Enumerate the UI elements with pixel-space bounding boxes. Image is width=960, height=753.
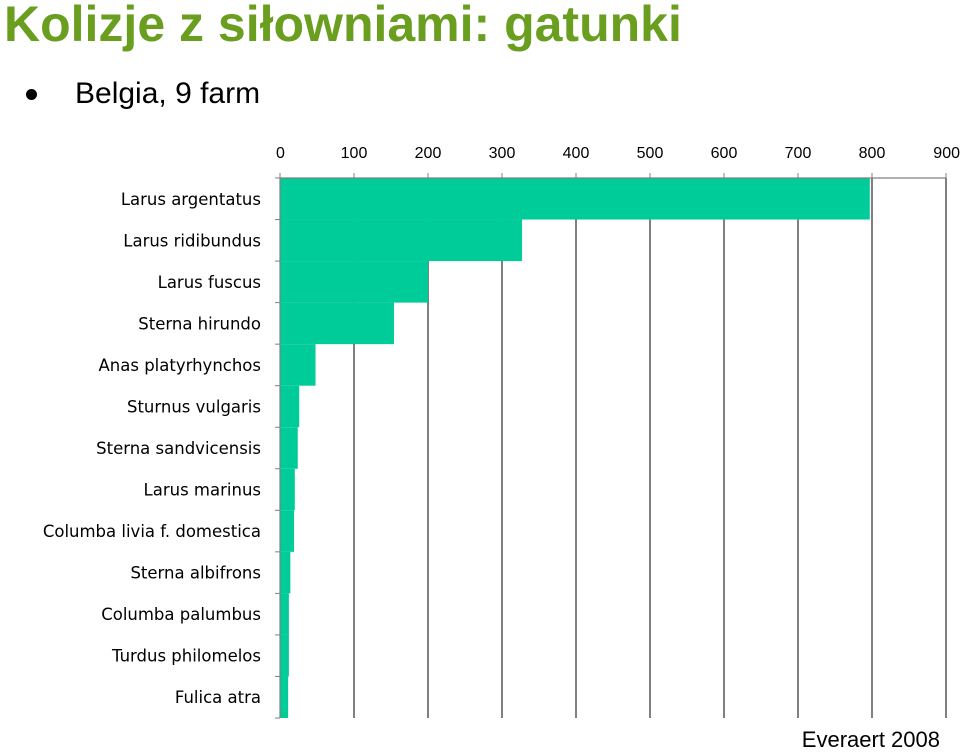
source-citation: Everaert 2008 <box>801 727 940 752</box>
bar-1 <box>280 219 522 262</box>
bar-2 <box>280 261 428 303</box>
x-tick-label: 800 <box>859 145 886 162</box>
bar-8 <box>280 510 295 552</box>
x-tick-label: 500 <box>637 145 664 162</box>
category-label: Larus ridibundus <box>123 231 261 250</box>
x-tick-label: 700 <box>785 145 812 162</box>
bar-4 <box>280 344 316 386</box>
bar-7 <box>280 468 295 511</box>
bar-12 <box>280 676 289 718</box>
bar-10 <box>280 593 289 635</box>
bar-3 <box>280 302 394 345</box>
x-tick-label: 300 <box>489 145 516 162</box>
bar-0 <box>280 178 870 220</box>
x-tick-label: 0 <box>276 145 285 162</box>
bullet-text: Belgia, 9 farm <box>75 77 261 110</box>
bar-9 <box>280 551 291 594</box>
category-label: Sterna albifrons <box>130 564 261 583</box>
page-title: Kolizje z siłowniami: gatunki <box>4 0 682 52</box>
category-label: Columba palumbus <box>101 605 261 624</box>
bar-5 <box>280 385 300 428</box>
axes <box>275 173 947 719</box>
category-label: Sterna sandvicensis <box>96 439 261 458</box>
category-label: Larus marinus <box>144 481 261 500</box>
bullet-icon <box>26 88 37 100</box>
bar-11 <box>280 634 289 677</box>
x-tick-label: 900 <box>933 145 960 162</box>
category-label: Turdus philomelos <box>111 647 261 666</box>
bullet-point: Belgia, 9 farm <box>26 72 260 116</box>
category-label: Larus argentatus <box>121 190 261 209</box>
labels: 0 100 200 300 400 500 600 700 800 900 Larus argent… <box>43 145 960 707</box>
category-label: Larus fuscus <box>158 273 261 292</box>
bars <box>280 178 870 718</box>
x-tick-label: 600 <box>711 145 738 162</box>
x-tick-label: 100 <box>341 145 368 162</box>
category-label: Sturnus vulgaris <box>127 397 261 416</box>
grid-lines <box>353 178 947 718</box>
x-tick-label: 400 <box>563 145 590 162</box>
category-label: Sterna hirundo <box>138 314 261 333</box>
category-label: Anas platyrhynchos <box>99 356 262 375</box>
category-label: Fulica atra <box>175 688 261 707</box>
bar-6 <box>280 427 298 469</box>
x-tick-label: 200 <box>415 145 442 162</box>
category-label: Columba livia f. domestica <box>43 522 261 541</box>
